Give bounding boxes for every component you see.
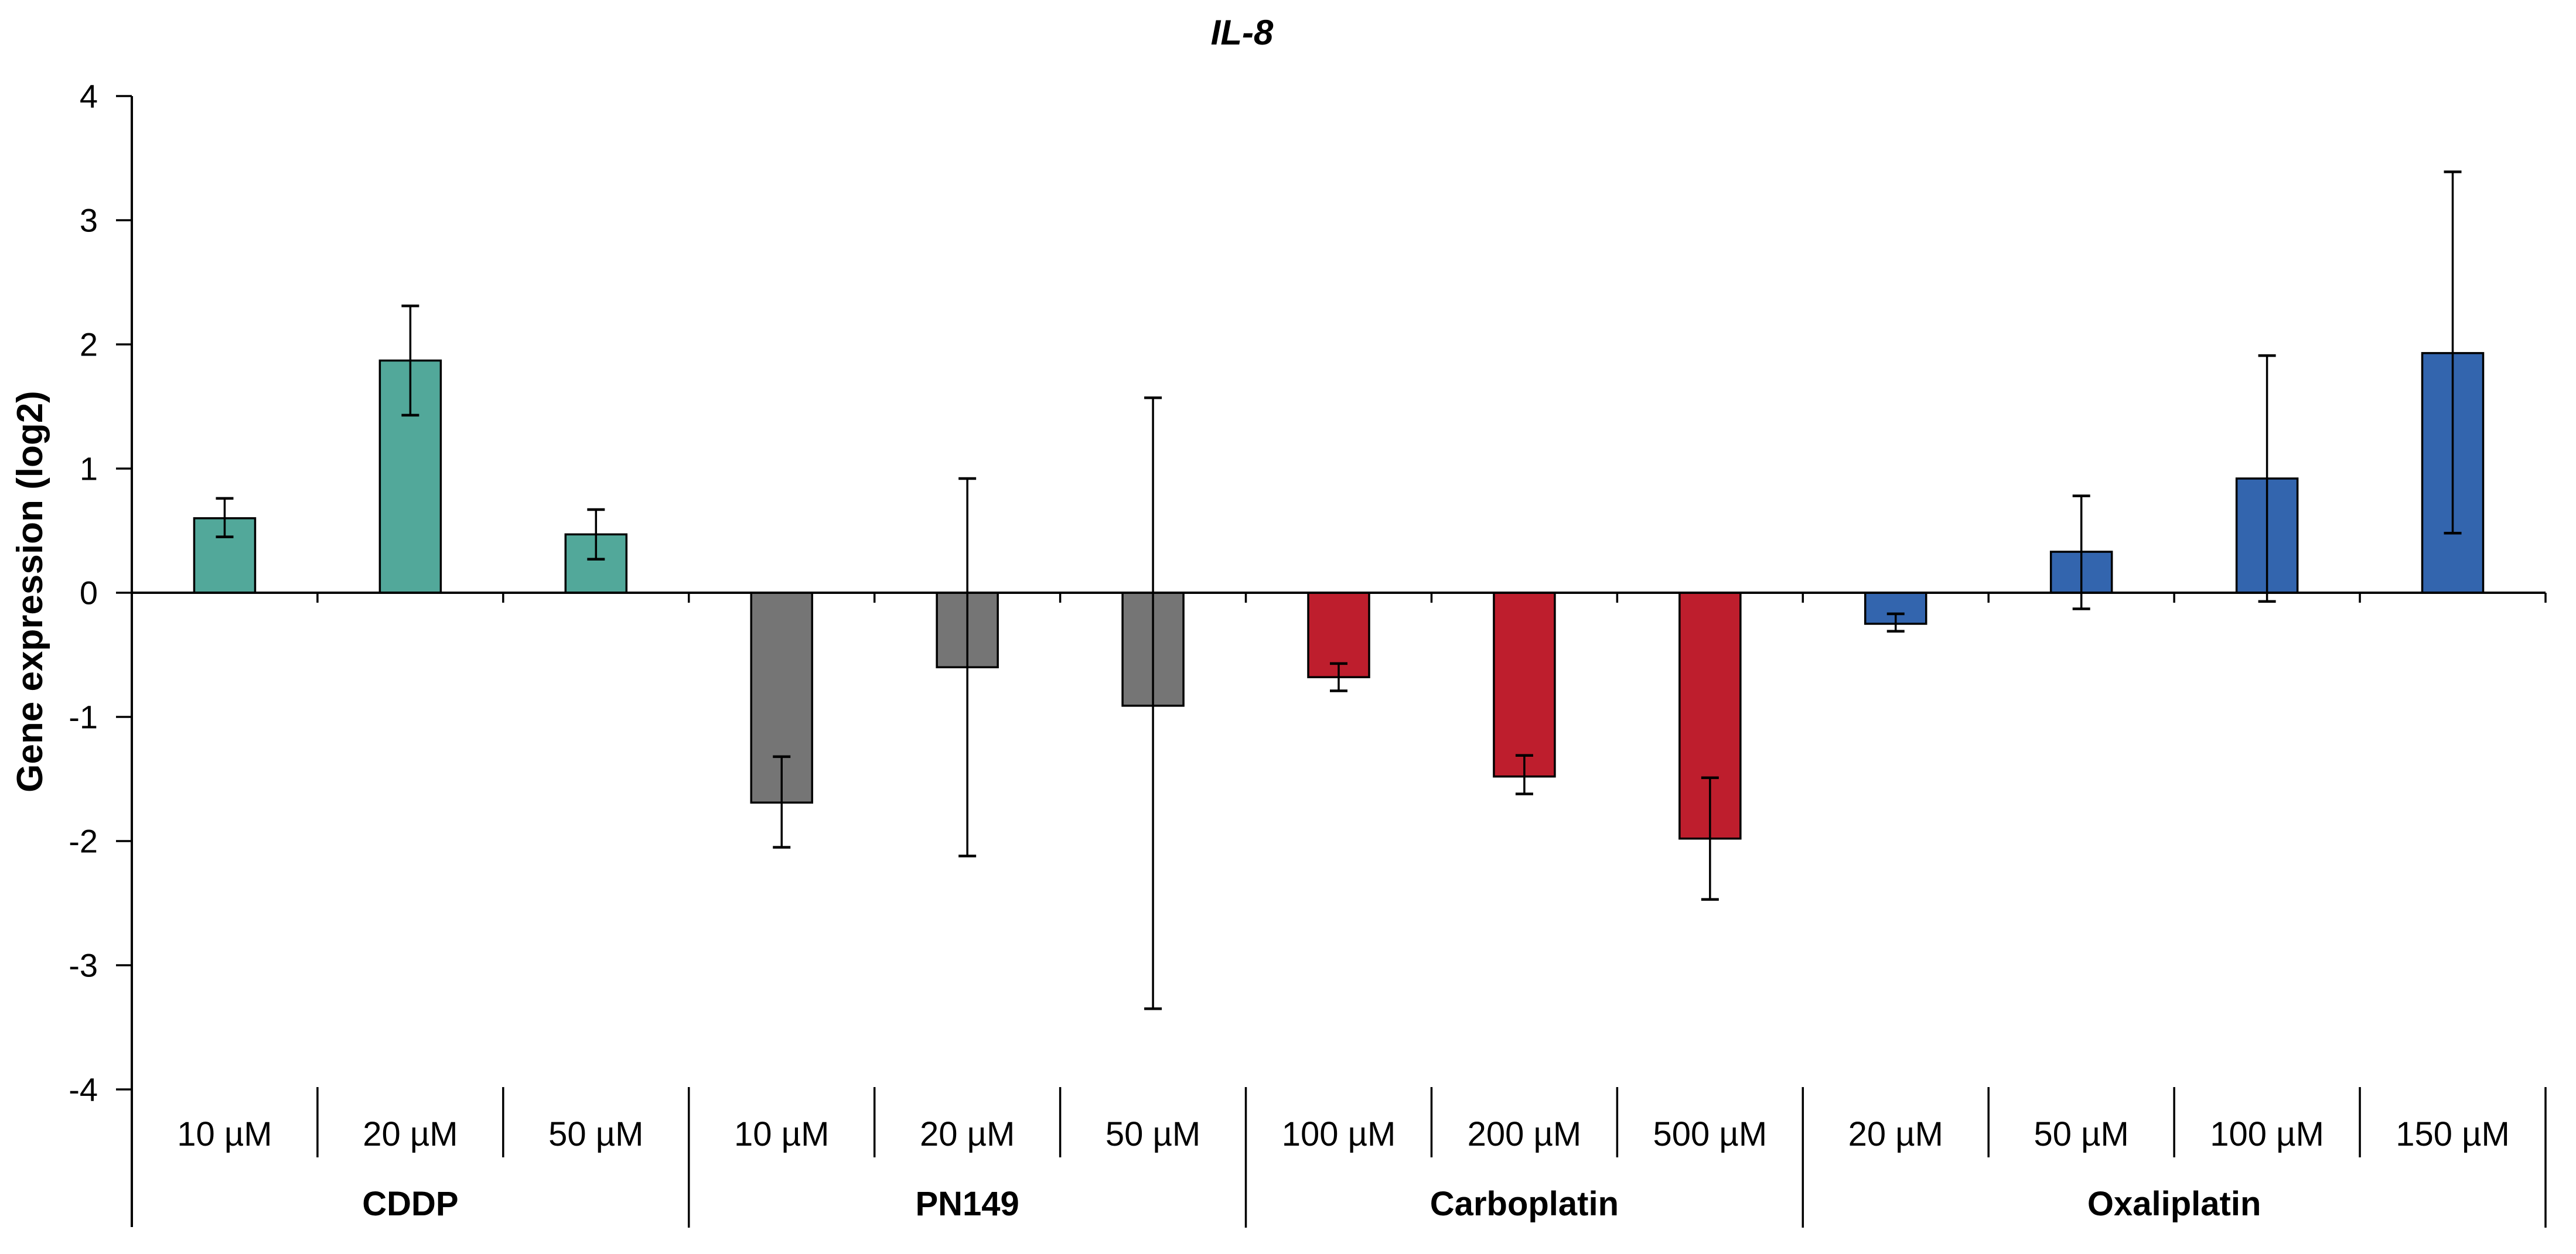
y-tick-label: 4 — [80, 78, 98, 115]
x-category-label: 10 µM — [177, 1115, 272, 1153]
x-group-label: Carboplatin — [1430, 1185, 1619, 1223]
y-tick-label: 0 — [80, 575, 98, 611]
y-tick-label: -1 — [69, 699, 98, 736]
bars-layer — [193, 352, 2485, 840]
x-category-label: 10 µM — [734, 1115, 829, 1153]
y-tick-label: -2 — [69, 823, 98, 860]
x-category-label: 50 µM — [548, 1115, 643, 1153]
y-tick-label: 2 — [80, 326, 98, 363]
x-group-label: PN149 — [915, 1185, 1019, 1223]
x-category-label: 500 µM — [1653, 1115, 1768, 1153]
y-tick-label: 1 — [80, 450, 98, 487]
x-category-label: 150 µM — [2396, 1115, 2510, 1153]
x-group-label: CDDP — [362, 1185, 458, 1223]
y-tick-label: 3 — [80, 202, 98, 239]
x-category-label: 200 µM — [1468, 1115, 1582, 1153]
labels-layer: 4 3 2 1 0 -1 -2 -3 -4 10 µM 20 µM 50 µM CDDP 10 µM 20 … — [69, 78, 2547, 1228]
bar — [1493, 592, 1556, 778]
x-category-label: 100 µM — [1282, 1115, 1396, 1153]
x-category-label: 20 µM — [920, 1115, 1015, 1153]
x-group-label: Oxaliplatin — [2087, 1185, 2261, 1223]
y-axis-label: Gene expression (log2) — [10, 391, 50, 792]
y-tick-label: -3 — [69, 947, 98, 984]
chart-title: IL-8 — [1211, 13, 1274, 52]
x-category-label: 100 µM — [2210, 1115, 2324, 1153]
error-bars-layer — [216, 170, 2462, 1010]
x-category-label: 50 µM — [1106, 1115, 1200, 1153]
axes-layer — [116, 95, 2547, 1227]
x-category-label: 50 µM — [2034, 1115, 2129, 1153]
x-category-label: 20 µM — [363, 1115, 458, 1153]
x-category-label: 20 µM — [1848, 1115, 1943, 1153]
y-tick-label: -4 — [69, 1071, 98, 1108]
